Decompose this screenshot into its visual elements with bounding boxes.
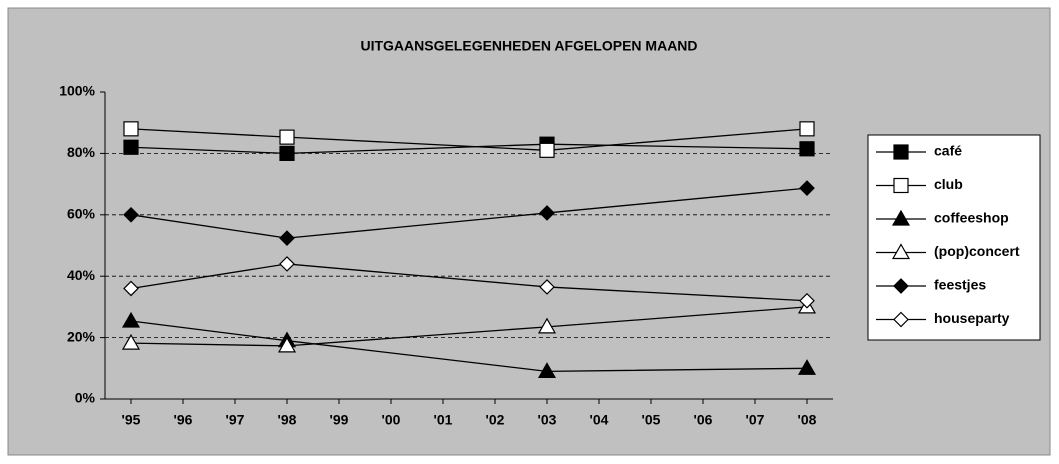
legend-marker — [893, 177, 909, 194]
legend-label: feestjes — [934, 277, 986, 293]
point — [123, 121, 139, 137]
legend-marker — [891, 243, 911, 260]
y-tick-label: 100% — [59, 83, 95, 99]
legend-marker — [893, 311, 909, 328]
point — [279, 256, 295, 272]
point — [799, 292, 815, 309]
x-tick-label: '99 — [330, 412, 349, 428]
y-tick-label: 40% — [67, 267, 96, 283]
point — [279, 145, 295, 161]
x-tick-label: '03 — [538, 412, 557, 428]
x-tick-label: '96 — [174, 412, 193, 428]
legend-label: (pop)concert — [934, 243, 1020, 259]
point — [799, 141, 815, 157]
point — [279, 230, 295, 246]
point — [277, 336, 297, 353]
point — [539, 142, 555, 158]
point — [123, 139, 139, 155]
point — [539, 205, 555, 221]
legend-label: café — [934, 143, 962, 159]
x-tick-label: '95 — [122, 412, 141, 428]
y-tick-label: 60% — [67, 206, 96, 222]
legend-label: houseparty — [934, 310, 1010, 326]
legend-label: coffeeshop — [934, 210, 1009, 226]
x-tick-label: '07 — [746, 412, 765, 428]
point — [799, 180, 815, 196]
point — [799, 121, 815, 137]
legend-marker — [891, 209, 911, 226]
y-tick-label: 20% — [67, 328, 96, 344]
x-tick-label: '04 — [590, 412, 609, 428]
point — [123, 206, 139, 223]
x-tick-label: '02 — [486, 412, 505, 428]
series-line — [130, 128, 808, 151]
y-tick-label: 0% — [75, 390, 96, 406]
x-tick-label: '06 — [694, 412, 713, 428]
x-tick-label: '98 — [278, 412, 297, 428]
point — [279, 129, 295, 145]
x-tick-label: '00 — [382, 412, 401, 428]
y-tick-label: 80% — [67, 144, 96, 160]
point — [123, 280, 139, 297]
series-line — [130, 187, 808, 239]
x-tick-label: '01 — [434, 412, 453, 428]
point — [121, 311, 141, 328]
series-line — [130, 306, 808, 347]
x-tick-label: '05 — [642, 412, 661, 428]
series-line — [130, 143, 808, 155]
legend-marker — [893, 144, 909, 160]
series-line — [130, 320, 808, 373]
chart-title: UITGAANSGELEGENHEDEN AFGELOPEN MAAND — [360, 38, 697, 54]
legend-marker — [893, 278, 909, 294]
point — [797, 359, 817, 375]
x-tick-label: '08 — [798, 412, 817, 428]
legend-label: club — [934, 176, 963, 192]
series-line — [130, 263, 808, 302]
legend-box — [867, 134, 1041, 341]
x-tick-label: '97 — [226, 412, 245, 428]
point — [121, 333, 141, 350]
point — [537, 362, 557, 378]
point — [539, 279, 555, 295]
point — [537, 317, 557, 334]
